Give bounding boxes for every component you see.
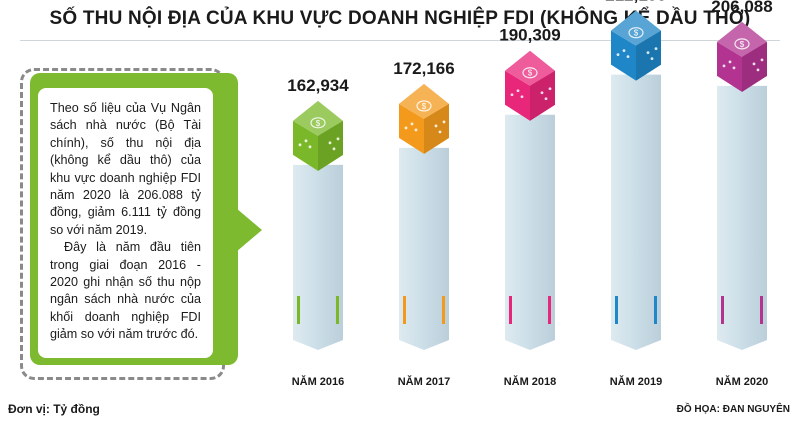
bar-marker-left — [509, 296, 512, 324]
cube-dot — [650, 57, 654, 61]
cube-dot — [410, 122, 414, 126]
bar — [611, 74, 661, 350]
data-label: 172,166 — [393, 59, 454, 78]
x-tick-label: NĂM 2020 — [716, 375, 769, 388]
cube-dot — [728, 60, 732, 64]
bar-marker-left — [403, 296, 406, 324]
bar-marker-left — [297, 296, 300, 324]
bar-marker-left — [721, 296, 724, 324]
bar-marker-right — [654, 296, 657, 324]
data-label: 206,088 — [711, 0, 772, 16]
bar-group: $190,309 NĂM 2018 — [499, 26, 560, 388]
cube-dot — [646, 51, 650, 55]
bar-group: $212,199 NĂM 2019 — [605, 0, 666, 388]
cube-dot — [434, 124, 438, 128]
bar-marker-right — [548, 296, 551, 324]
cube-dot — [516, 89, 520, 93]
cube-dot — [626, 55, 630, 59]
dollar-icon-glyph: $ — [422, 102, 427, 111]
cube-dot — [520, 95, 524, 99]
bar-marker-right — [442, 296, 445, 324]
cube-side — [424, 103, 449, 154]
bar — [399, 147, 449, 350]
credit-label: ĐỒ HỌA: ĐAN NGUYÊN — [676, 404, 790, 415]
cube-side — [636, 30, 661, 81]
dollar-icon-glyph: $ — [740, 40, 745, 49]
bar-marker-right — [336, 296, 339, 324]
dollar-icon — [416, 100, 432, 112]
dollar-icon-glyph: $ — [316, 119, 321, 128]
bar-group: $172,166 NĂM 2017 — [393, 59, 454, 388]
bar-marker-left — [615, 296, 618, 324]
cube-dot — [298, 143, 302, 147]
cube-dot — [540, 91, 544, 95]
cube-dot — [510, 93, 514, 97]
bar-marker-right — [760, 296, 763, 324]
bar-group: $162,934 NĂM 2016 — [287, 76, 349, 388]
cube-dot — [404, 126, 408, 130]
dollar-icon-glyph: $ — [528, 69, 533, 78]
cube-dot — [328, 141, 332, 145]
cube-dot — [760, 58, 764, 62]
bar — [293, 164, 343, 350]
cube-side — [742, 41, 767, 92]
cube-dot — [622, 49, 626, 53]
bar — [717, 85, 767, 351]
data-label: 190,309 — [499, 26, 560, 45]
x-tick-label: NĂM 2019 — [610, 375, 663, 388]
x-tick-label: NĂM 2017 — [398, 375, 451, 388]
unit-label: Đơn vị: Tỷ đồng — [8, 402, 100, 416]
data-label: 162,934 — [287, 76, 349, 95]
cube-dot — [752, 62, 756, 66]
dollar-icon-glyph: $ — [634, 29, 639, 38]
data-label: 212,199 — [605, 0, 666, 5]
dollar-icon — [734, 38, 750, 50]
dollar-icon — [628, 27, 644, 39]
cube-dot — [414, 128, 418, 132]
cube-dot — [654, 47, 658, 51]
callout-arrow-icon — [236, 208, 262, 252]
page-title: SỐ THU NỘI ĐỊA CỦA KHU VỰC DOANH NGHIỆP … — [49, 8, 751, 29]
description-paragraph-2: Đây là năm đầu tiên trong giai đoạn 2016… — [50, 240, 201, 342]
cube-dot — [616, 53, 620, 57]
cube-side — [530, 70, 555, 121]
cube-dot — [722, 64, 726, 68]
x-tick-label: NĂM 2018 — [504, 375, 557, 388]
cube-dot — [336, 137, 340, 141]
cube-side — [318, 120, 343, 171]
bar-group: $206,088 NĂM 2020 — [711, 0, 772, 388]
dollar-icon — [310, 117, 326, 129]
cube-dot — [756, 68, 760, 72]
cube-dot — [442, 120, 446, 124]
cube-dot — [548, 87, 552, 91]
cube-dot — [308, 145, 312, 149]
cube-dot — [732, 66, 736, 70]
dollar-icon — [522, 67, 538, 79]
description-box: Theo số liệu của Vụ Ngân sách nhà nước (… — [38, 88, 213, 358]
title-divider — [20, 40, 780, 41]
cube-dot — [304, 139, 308, 143]
bar — [505, 114, 555, 350]
cube-dot — [332, 147, 336, 151]
description-paragraph-1: Theo số liệu của Vụ Ngân sách nhà nước (… — [50, 101, 201, 237]
cube-dot — [544, 97, 548, 101]
cube-dot — [438, 130, 442, 134]
x-tick-label: NĂM 2016 — [292, 375, 345, 388]
